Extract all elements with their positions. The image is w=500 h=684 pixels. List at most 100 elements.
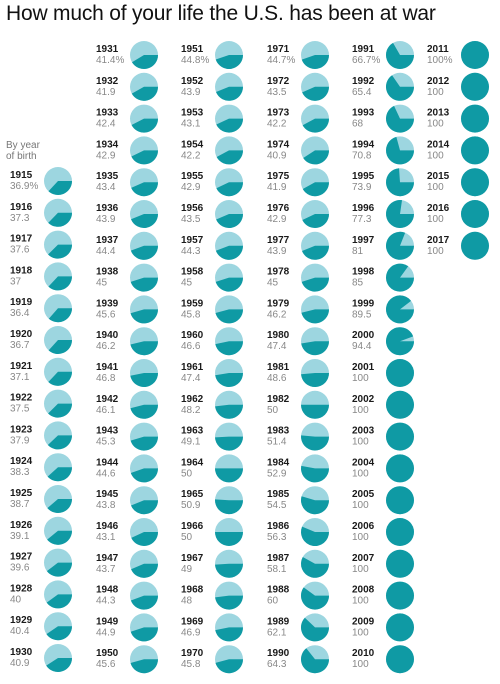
pie-war-slice — [48, 308, 72, 323]
value-label: 48 — [181, 596, 193, 607]
pie-war-slice — [301, 435, 329, 451]
pie-war-slice — [386, 200, 414, 229]
pie-war-slice — [130, 277, 158, 292]
year-label: 1928 — [10, 583, 33, 594]
pie-1995 — [386, 168, 414, 197]
pie-war-slice — [301, 496, 329, 515]
pie-2006 — [386, 518, 414, 546]
pie-war-slice — [216, 214, 243, 229]
pie-war-slice — [461, 231, 489, 260]
value-label: 100 — [352, 437, 369, 448]
year-label: 2012 — [427, 76, 450, 87]
pie-2015 — [461, 168, 489, 197]
value-label: 44.3 — [96, 596, 116, 607]
value-label: 37.9 — [10, 435, 30, 446]
pie-1969 — [215, 613, 244, 642]
year-label: 2013 — [427, 108, 450, 119]
pie-war-slice — [302, 214, 329, 228]
value-label: 38.7 — [10, 499, 30, 510]
pie-war-slice — [461, 72, 489, 101]
year-label: 1941 — [96, 362, 119, 373]
year-label: 2014 — [427, 139, 450, 150]
year-label: 1956 — [181, 203, 204, 214]
pie-war-slice — [130, 373, 158, 388]
pie-1972 — [301, 72, 329, 101]
value-label: 100 — [427, 119, 444, 130]
pie-war-slice — [215, 659, 244, 674]
pie-1923 — [44, 421, 72, 450]
value-label: 45 — [267, 278, 279, 289]
value-label: 46.9 — [181, 627, 201, 638]
year-label: 1942 — [96, 394, 119, 405]
value-label: 100 — [427, 182, 444, 193]
year-label: 1916 — [10, 202, 33, 213]
pie-1965 — [215, 486, 243, 515]
pie-war-slice — [386, 327, 414, 356]
pie-war-slice — [130, 468, 158, 483]
pie-war-slice — [48, 371, 72, 386]
pie-war-slice — [461, 104, 489, 133]
pie-war-slice — [130, 595, 158, 610]
value-label: 43.1 — [96, 532, 116, 543]
pie-war-slice — [48, 212, 72, 227]
year-label: 1948 — [96, 585, 119, 596]
pie-1915 — [44, 167, 72, 196]
pie-1937 — [130, 231, 158, 260]
value-label: 43.4 — [96, 182, 116, 193]
pie-1945 — [130, 486, 158, 515]
pie-war-slice — [48, 340, 72, 354]
year-label: 2001 — [352, 362, 375, 373]
year-label: 1979 — [267, 298, 290, 309]
value-label: 100 — [352, 405, 369, 416]
pie-war-slice — [302, 118, 329, 133]
pie-war-slice — [386, 613, 414, 642]
value-label: 40.9 — [267, 150, 287, 161]
pie-1985 — [301, 486, 329, 515]
year-label: 1945 — [96, 489, 119, 500]
pie-war-slice — [386, 645, 414, 674]
pie-1998 — [386, 263, 414, 292]
pie-war-slice — [47, 467, 72, 482]
pie-1968 — [215, 581, 243, 610]
year-label: 1999 — [352, 298, 375, 309]
pie-1999 — [386, 295, 414, 324]
value-label: 49.1 — [181, 437, 201, 448]
year-label: 1977 — [267, 235, 290, 246]
pie-2011 — [461, 41, 489, 69]
pie-war-slice — [130, 309, 158, 324]
value-label: 42.2 — [181, 150, 201, 161]
value-label: 43.5 — [267, 87, 287, 98]
value-label: 54.5 — [267, 500, 287, 511]
pie-war-slice — [47, 530, 72, 545]
value-label: 43.9 — [267, 246, 287, 257]
year-label: 1980 — [267, 330, 290, 341]
value-label: 37 — [10, 276, 22, 287]
pie-2009 — [386, 613, 414, 642]
year-label: 1994 — [352, 139, 375, 150]
year-label: 2008 — [352, 585, 375, 596]
pie-war-slice — [215, 499, 243, 515]
year-label: 1921 — [10, 361, 33, 372]
pie-1951 — [215, 41, 243, 69]
year-label: 1986 — [267, 521, 290, 532]
pie-war-slice — [301, 556, 329, 578]
value-label: 100 — [352, 500, 369, 511]
pie-war-slice — [386, 581, 414, 610]
value-label: 45 — [181, 278, 193, 289]
pie-1932 — [130, 72, 158, 101]
value-label: 43.9 — [181, 87, 201, 98]
value-label: 44.6 — [96, 468, 116, 479]
pie-war-slice — [303, 150, 329, 165]
pie-1930 — [44, 644, 72, 672]
pie-war-slice — [46, 626, 72, 641]
pie-1931 — [130, 41, 158, 70]
value-label: 44.7% — [267, 55, 295, 66]
pie-war-slice — [46, 658, 72, 672]
year-label: 2005 — [352, 489, 375, 500]
pie-war-slice — [131, 150, 158, 165]
pie-war-slice — [48, 403, 72, 418]
value-label: 100 — [352, 564, 369, 575]
year-label: 1969 — [181, 616, 204, 627]
pie-1955 — [215, 168, 243, 197]
value-label: 42.4 — [96, 119, 116, 130]
